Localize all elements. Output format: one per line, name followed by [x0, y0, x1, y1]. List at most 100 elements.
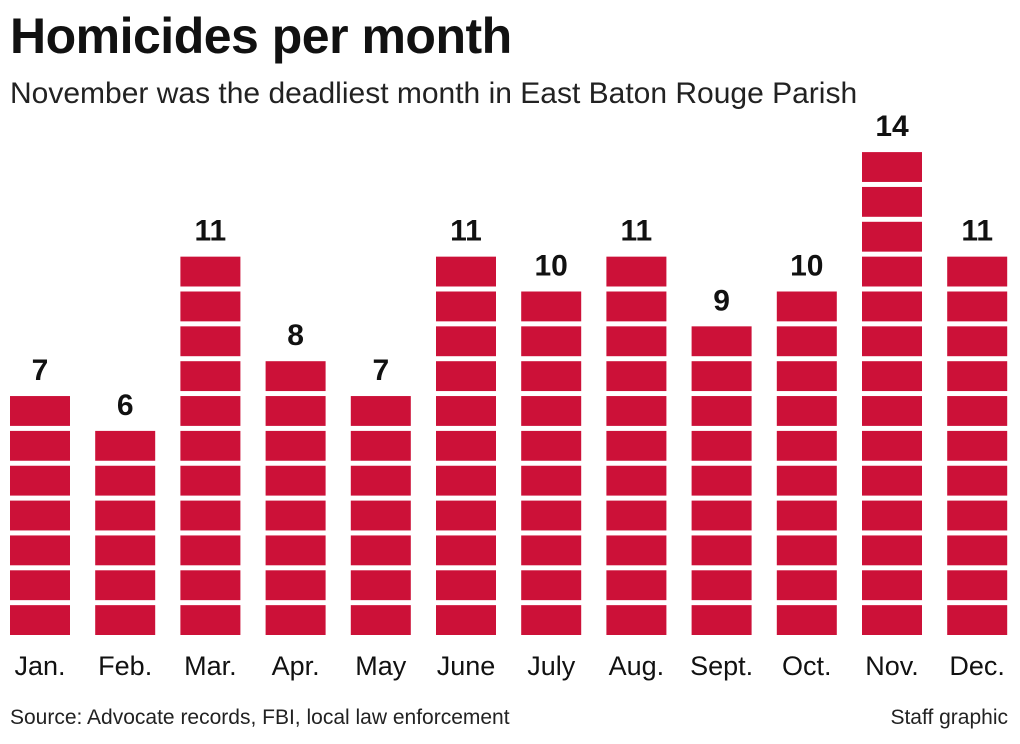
bar-unit	[180, 605, 241, 635]
bar-unit	[947, 605, 1008, 635]
bar-unit	[862, 291, 922, 322]
bar-unit	[95, 605, 156, 635]
bar-unit	[265, 430, 326, 461]
bar-unit	[350, 605, 411, 635]
bar-unit	[436, 326, 496, 357]
bar-unit	[180, 570, 241, 601]
bar-unit	[691, 535, 752, 566]
chart-subtitle: November was the deadliest month in East…	[10, 77, 858, 110]
bar-unit	[862, 256, 922, 287]
bar-unit	[180, 535, 241, 566]
bar-unit	[862, 535, 922, 566]
bar-unit	[947, 430, 1008, 461]
bar-unit	[436, 535, 496, 566]
data-label: 14	[875, 110, 909, 143]
bar-unit	[947, 396, 1008, 426]
data-label: 7	[32, 354, 49, 387]
bar-unit	[947, 535, 1008, 566]
bar-unit	[350, 465, 411, 496]
bar-june	[436, 256, 496, 635]
bar-unit	[180, 430, 241, 461]
bar-unit	[436, 570, 496, 601]
bar-unit	[350, 500, 411, 531]
category-label: Dec.	[949, 651, 1005, 681]
category-label: July	[527, 651, 576, 681]
bar-unit	[265, 535, 326, 566]
bar-unit	[606, 535, 667, 566]
bar-unit	[180, 326, 241, 357]
bar-unit	[776, 326, 837, 357]
bar-unit	[10, 396, 70, 426]
bar-unit	[95, 465, 156, 496]
bar-jan	[10, 396, 70, 635]
bar-unit	[862, 605, 922, 635]
bar-unit	[521, 326, 582, 357]
bar-unit	[436, 430, 496, 461]
bar-oct	[776, 291, 837, 635]
staff-credit: Staff graphic	[890, 706, 1008, 729]
bar-unit	[606, 570, 667, 601]
bar-unit	[606, 256, 667, 287]
category-label: Feb.	[98, 651, 152, 681]
bar-unit	[95, 535, 156, 566]
bar-unit	[776, 465, 837, 496]
category-label: June	[437, 651, 496, 681]
bar-unit	[265, 361, 326, 392]
bar-dec	[947, 256, 1008, 635]
bar-unit	[521, 361, 582, 392]
bar-unit	[10, 430, 70, 461]
data-label: 11	[450, 215, 482, 248]
bar-unit	[691, 605, 752, 635]
bar-july	[521, 291, 582, 635]
bar-unit	[180, 291, 241, 322]
data-label: 6	[117, 389, 134, 422]
bar-unit	[180, 361, 241, 392]
bar-unit	[606, 500, 667, 531]
bar-unit	[10, 535, 70, 566]
bar-unit	[776, 570, 837, 601]
bar-unit	[691, 361, 752, 392]
bar-aug	[606, 256, 667, 635]
bar-unit	[776, 535, 837, 566]
bar-unit	[10, 465, 70, 496]
bar-unit	[862, 326, 922, 357]
data-label: 8	[287, 319, 304, 352]
chart-title: Homicides per month	[10, 8, 512, 64]
bar-unit	[606, 291, 667, 322]
bar-unit	[436, 465, 496, 496]
bar-unit	[436, 361, 496, 392]
bar-unit	[947, 500, 1008, 531]
bar-unit	[350, 396, 411, 426]
bar-apr	[265, 361, 326, 635]
data-label: 9	[713, 284, 730, 317]
bar-unit	[180, 256, 241, 287]
bar-unit	[436, 396, 496, 426]
bar-unit	[947, 326, 1008, 357]
bar-may	[350, 396, 411, 635]
bar-unit	[691, 570, 752, 601]
bar-unit	[606, 605, 667, 635]
bar-unit	[776, 430, 837, 461]
bar-unit	[776, 500, 837, 531]
bar-unit	[691, 500, 752, 531]
category-label: Apr.	[272, 651, 320, 681]
bar-unit	[606, 396, 667, 426]
bar-unit	[436, 500, 496, 531]
bar-unit	[606, 326, 667, 357]
bar-unit	[776, 291, 837, 322]
bar-unit	[691, 430, 752, 461]
bar-unit	[606, 465, 667, 496]
bar-unit	[350, 570, 411, 601]
bar-unit	[947, 570, 1008, 601]
bar-unit	[862, 361, 922, 392]
bar-unit	[862, 465, 922, 496]
bar-unit	[95, 430, 156, 461]
bar-unit	[180, 396, 241, 426]
bar-unit	[947, 291, 1008, 322]
bar-unit	[521, 535, 582, 566]
bar-unit	[95, 500, 156, 531]
bar-unit	[862, 430, 922, 461]
bar-unit	[776, 361, 837, 392]
bar-unit	[947, 361, 1008, 392]
